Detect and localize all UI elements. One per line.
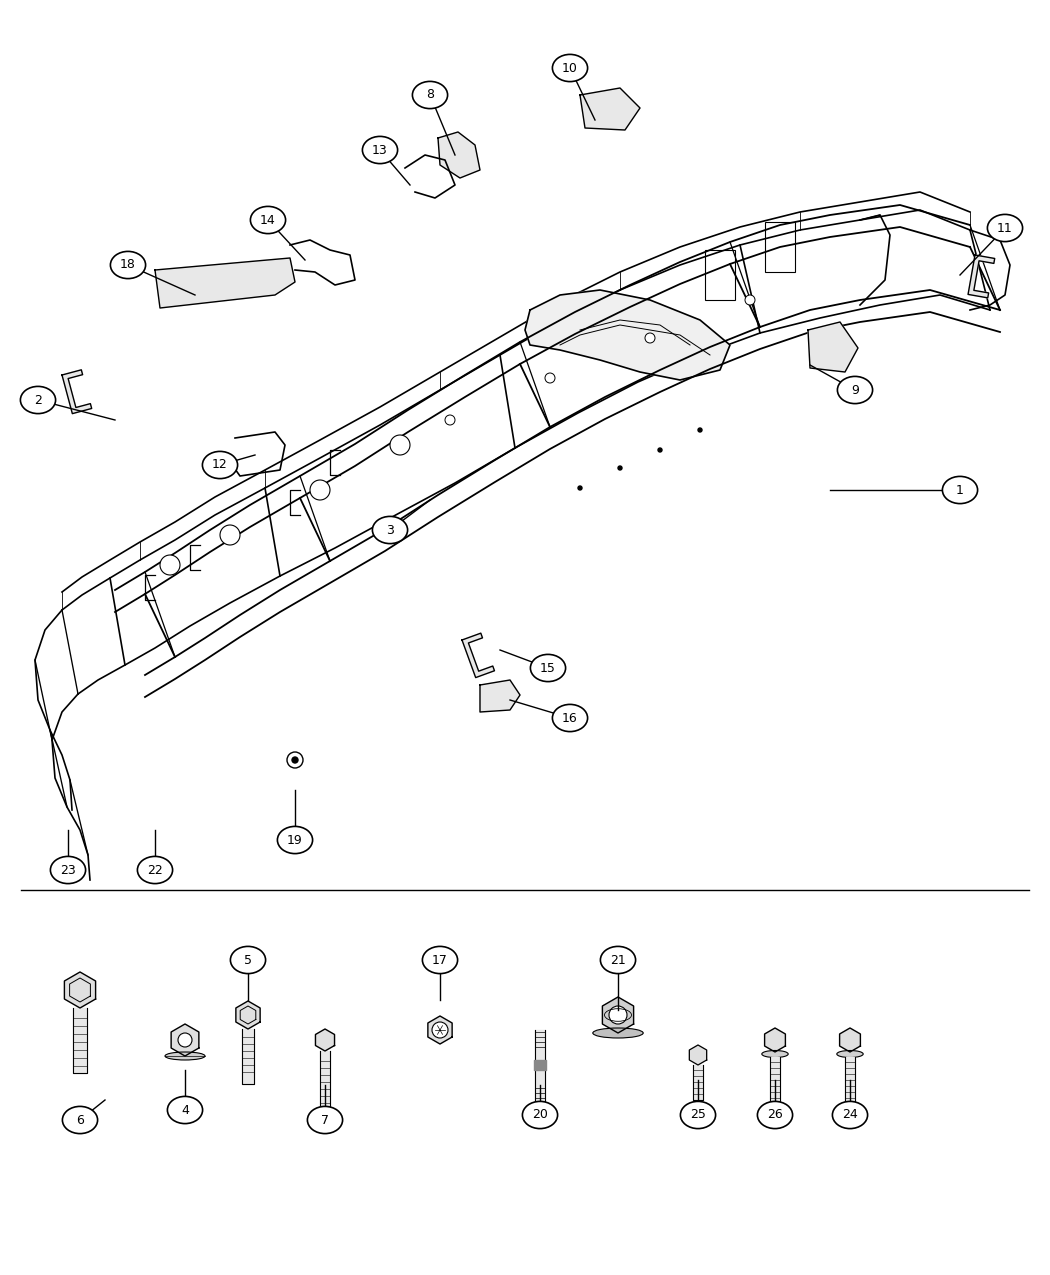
Text: 6: 6: [76, 1113, 84, 1127]
Text: 1: 1: [957, 483, 964, 496]
Ellipse shape: [167, 1096, 203, 1123]
Ellipse shape: [277, 826, 313, 853]
Circle shape: [432, 1023, 448, 1038]
Text: 21: 21: [610, 954, 626, 966]
Text: 10: 10: [562, 61, 578, 74]
Ellipse shape: [757, 1102, 793, 1128]
Polygon shape: [480, 680, 520, 711]
Ellipse shape: [762, 1051, 789, 1057]
Ellipse shape: [362, 136, 398, 163]
Polygon shape: [764, 1028, 785, 1052]
Polygon shape: [968, 255, 994, 298]
Ellipse shape: [230, 946, 266, 974]
Ellipse shape: [680, 1102, 716, 1128]
Polygon shape: [808, 323, 858, 372]
Polygon shape: [236, 1001, 260, 1029]
Text: 2: 2: [34, 394, 42, 407]
Ellipse shape: [601, 946, 635, 974]
Text: 16: 16: [562, 711, 578, 724]
Bar: [765, 222, 795, 272]
Polygon shape: [840, 1028, 860, 1052]
Circle shape: [287, 752, 303, 768]
Ellipse shape: [552, 704, 588, 732]
Ellipse shape: [203, 451, 237, 478]
Polygon shape: [62, 370, 91, 413]
Text: 20: 20: [532, 1108, 548, 1122]
Circle shape: [310, 479, 330, 500]
Circle shape: [618, 465, 622, 470]
Circle shape: [220, 525, 240, 544]
Ellipse shape: [413, 82, 447, 108]
Text: 3: 3: [386, 524, 394, 537]
Polygon shape: [603, 997, 633, 1033]
Bar: [705, 250, 735, 300]
Circle shape: [746, 295, 755, 305]
Circle shape: [178, 1033, 192, 1047]
Ellipse shape: [62, 1107, 98, 1133]
Ellipse shape: [837, 1051, 863, 1057]
Ellipse shape: [138, 857, 172, 884]
Text: 15: 15: [540, 662, 555, 674]
Circle shape: [658, 448, 662, 453]
Polygon shape: [690, 1046, 707, 1065]
Ellipse shape: [593, 1028, 644, 1038]
Text: 4: 4: [181, 1103, 189, 1117]
Polygon shape: [438, 133, 480, 178]
Circle shape: [545, 374, 555, 382]
Text: 13: 13: [372, 144, 387, 157]
Polygon shape: [462, 634, 495, 677]
Ellipse shape: [943, 477, 978, 504]
Text: 25: 25: [690, 1108, 706, 1122]
Ellipse shape: [165, 1052, 205, 1060]
Ellipse shape: [523, 1102, 558, 1128]
Text: 26: 26: [768, 1108, 783, 1122]
Text: 17: 17: [432, 954, 448, 966]
Circle shape: [445, 414, 455, 425]
Circle shape: [578, 486, 582, 490]
Polygon shape: [64, 972, 96, 1009]
Ellipse shape: [110, 251, 146, 279]
Ellipse shape: [50, 857, 86, 884]
Text: 9: 9: [852, 384, 859, 397]
Circle shape: [645, 333, 655, 343]
Ellipse shape: [422, 946, 458, 974]
Text: 23: 23: [60, 863, 76, 876]
Text: 19: 19: [287, 834, 302, 847]
Ellipse shape: [308, 1107, 342, 1133]
Text: 18: 18: [120, 259, 135, 272]
Text: 8: 8: [426, 88, 434, 102]
Circle shape: [390, 435, 410, 455]
Circle shape: [160, 555, 180, 575]
Ellipse shape: [833, 1102, 867, 1128]
Polygon shape: [171, 1024, 198, 1056]
Ellipse shape: [373, 516, 407, 543]
Text: 5: 5: [244, 954, 252, 966]
Circle shape: [609, 1006, 627, 1024]
Text: 14: 14: [260, 213, 276, 227]
Ellipse shape: [530, 654, 566, 682]
Polygon shape: [580, 88, 640, 130]
Circle shape: [698, 428, 702, 432]
Ellipse shape: [20, 386, 56, 413]
Ellipse shape: [987, 214, 1023, 241]
Text: 7: 7: [321, 1113, 329, 1127]
Text: 22: 22: [147, 863, 163, 876]
Text: 11: 11: [998, 222, 1013, 235]
Ellipse shape: [838, 376, 873, 404]
Polygon shape: [525, 289, 730, 380]
Polygon shape: [320, 1121, 330, 1131]
Ellipse shape: [250, 207, 286, 233]
Ellipse shape: [552, 55, 588, 82]
Polygon shape: [428, 1016, 453, 1044]
Text: 24: 24: [842, 1108, 858, 1122]
Polygon shape: [315, 1029, 335, 1051]
Polygon shape: [155, 258, 295, 309]
Text: 12: 12: [212, 459, 228, 472]
Circle shape: [292, 757, 298, 762]
